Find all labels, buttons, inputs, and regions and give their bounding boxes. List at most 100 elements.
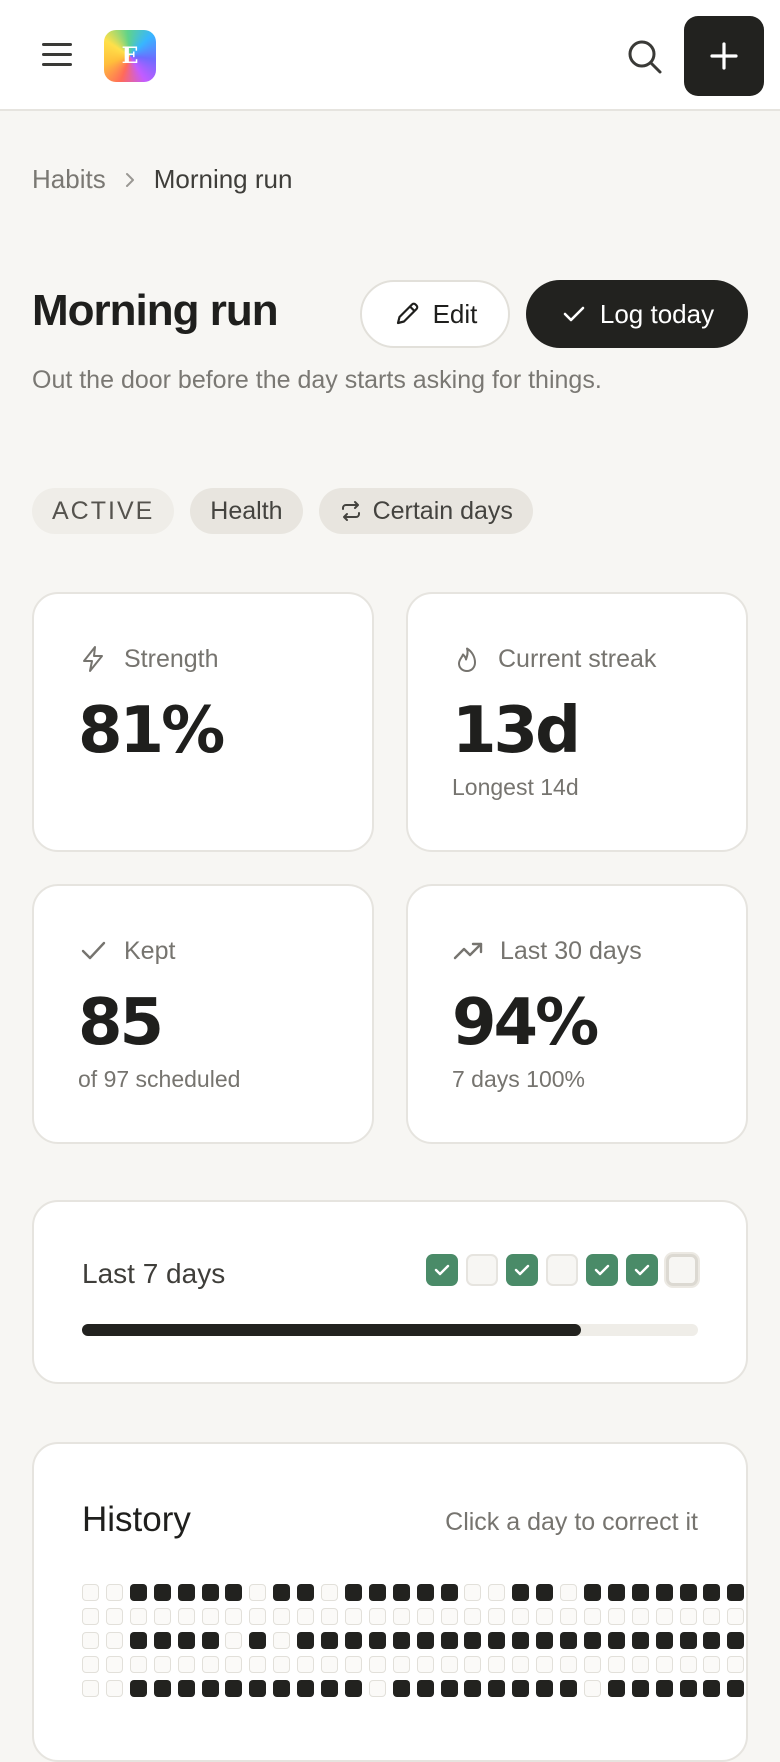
history-day-cell[interactable] xyxy=(177,1679,195,1697)
history-day-cell[interactable] xyxy=(249,1655,267,1673)
menu-button[interactable] xyxy=(38,38,76,72)
history-day-cell[interactable] xyxy=(297,1584,315,1601)
history-day-cell[interactable] xyxy=(607,1679,625,1697)
history-day-cell[interactable] xyxy=(297,1631,315,1649)
history-day-cell[interactable] xyxy=(727,1631,745,1649)
history-day-cell[interactable] xyxy=(321,1607,338,1625)
history-day-cell[interactable] xyxy=(82,1631,99,1649)
history-day-cell[interactable] xyxy=(560,1631,577,1649)
history-day-cell[interactable] xyxy=(727,1655,745,1673)
week-day-3[interactable] xyxy=(506,1254,538,1286)
history-day-cell[interactable] xyxy=(416,1584,434,1601)
history-day-cell[interactable] xyxy=(105,1679,123,1697)
history-day-cell[interactable] xyxy=(392,1584,410,1601)
history-day-cell[interactable] xyxy=(560,1655,577,1673)
history-day-cell[interactable] xyxy=(464,1584,482,1601)
history-day-cell[interactable] xyxy=(727,1584,745,1601)
history-day-cell[interactable] xyxy=(129,1584,147,1601)
history-day-cell[interactable] xyxy=(655,1679,673,1697)
history-day-cell[interactable] xyxy=(344,1607,362,1625)
history-day-cell[interactable] xyxy=(512,1655,530,1673)
history-day-cell[interactable] xyxy=(631,1655,649,1673)
history-day-cell[interactable] xyxy=(512,1679,530,1697)
history-day-cell[interactable] xyxy=(727,1679,745,1697)
history-day-cell[interactable] xyxy=(297,1607,315,1625)
history-day-cell[interactable] xyxy=(297,1679,315,1697)
history-day-cell[interactable] xyxy=(416,1679,434,1697)
history-day-cell[interactable] xyxy=(583,1584,601,1601)
history-day-cell[interactable] xyxy=(655,1631,673,1649)
history-day-cell[interactable] xyxy=(368,1607,386,1625)
history-day-cell[interactable] xyxy=(201,1655,219,1673)
history-day-cell[interactable] xyxy=(703,1679,721,1697)
history-day-cell[interactable] xyxy=(249,1584,267,1601)
history-day-cell[interactable] xyxy=(727,1607,745,1625)
week-day-5[interactable] xyxy=(586,1254,618,1286)
history-day-cell[interactable] xyxy=(368,1584,386,1601)
history-day-cell[interactable] xyxy=(512,1607,530,1625)
history-day-cell[interactable] xyxy=(105,1584,123,1601)
history-day-cell[interactable] xyxy=(536,1584,554,1601)
history-day-cell[interactable] xyxy=(153,1655,171,1673)
history-day-cell[interactable] xyxy=(129,1679,147,1697)
history-day-cell[interactable] xyxy=(416,1607,434,1625)
history-day-cell[interactable] xyxy=(607,1655,625,1673)
history-day-cell[interactable] xyxy=(273,1631,291,1649)
history-day-cell[interactable] xyxy=(321,1655,338,1673)
history-day-cell[interactable] xyxy=(464,1607,482,1625)
log-today-button[interactable]: Log today xyxy=(526,280,748,348)
frequency-tag[interactable]: Certain days xyxy=(318,488,533,534)
history-day-cell[interactable] xyxy=(655,1655,673,1673)
history-day-cell[interactable] xyxy=(368,1655,386,1673)
history-day-cell[interactable] xyxy=(344,1679,362,1697)
history-day-cell[interactable] xyxy=(344,1584,362,1601)
history-day-cell[interactable] xyxy=(82,1584,99,1601)
history-day-cell[interactable] xyxy=(536,1631,554,1649)
history-day-cell[interactable] xyxy=(225,1631,243,1649)
history-day-cell[interactable] xyxy=(201,1584,219,1601)
history-day-cell[interactable] xyxy=(631,1607,649,1625)
history-day-cell[interactable] xyxy=(82,1679,99,1697)
history-day-cell[interactable] xyxy=(392,1631,410,1649)
history-day-cell[interactable] xyxy=(249,1679,267,1697)
history-day-cell[interactable] xyxy=(655,1607,673,1625)
history-day-cell[interactable] xyxy=(225,1655,243,1673)
history-day-cell[interactable] xyxy=(631,1679,649,1697)
week-day-4[interactable] xyxy=(546,1254,578,1286)
history-day-cell[interactable] xyxy=(392,1655,410,1673)
history-day-cell[interactable] xyxy=(153,1679,171,1697)
history-day-cell[interactable] xyxy=(416,1655,434,1673)
history-day-cell[interactable] xyxy=(703,1607,721,1625)
history-day-cell[interactable] xyxy=(82,1607,99,1625)
history-day-cell[interactable] xyxy=(583,1655,601,1673)
history-day-cell[interactable] xyxy=(464,1631,482,1649)
history-day-cell[interactable] xyxy=(464,1655,482,1673)
history-day-cell[interactable] xyxy=(440,1584,458,1601)
history-day-cell[interactable] xyxy=(177,1631,195,1649)
week-day-1[interactable] xyxy=(426,1254,458,1286)
history-day-cell[interactable] xyxy=(177,1655,195,1673)
history-day-cell[interactable] xyxy=(105,1607,123,1625)
history-day-cell[interactable] xyxy=(536,1679,554,1697)
history-day-cell[interactable] xyxy=(273,1584,291,1601)
history-day-cell[interactable] xyxy=(560,1679,577,1697)
history-day-cell[interactable] xyxy=(679,1655,697,1673)
history-day-cell[interactable] xyxy=(512,1584,530,1601)
history-day-cell[interactable] xyxy=(488,1631,506,1649)
history-day-cell[interactable] xyxy=(129,1607,147,1625)
history-day-cell[interactable] xyxy=(583,1679,601,1697)
history-day-cell[interactable] xyxy=(392,1607,410,1625)
history-day-cell[interactable] xyxy=(392,1679,410,1697)
history-day-cell[interactable] xyxy=(631,1631,649,1649)
history-day-cell[interactable] xyxy=(129,1655,147,1673)
history-day-cell[interactable] xyxy=(249,1607,267,1625)
history-day-cell[interactable] xyxy=(679,1584,697,1601)
history-day-cell[interactable] xyxy=(607,1607,625,1625)
week-day-2[interactable] xyxy=(466,1254,498,1286)
history-day-cell[interactable] xyxy=(344,1631,362,1649)
history-day-cell[interactable] xyxy=(679,1607,697,1625)
history-day-cell[interactable] xyxy=(512,1631,530,1649)
history-day-cell[interactable] xyxy=(201,1679,219,1697)
history-day-cell[interactable] xyxy=(153,1584,171,1601)
history-day-cell[interactable] xyxy=(560,1584,577,1601)
